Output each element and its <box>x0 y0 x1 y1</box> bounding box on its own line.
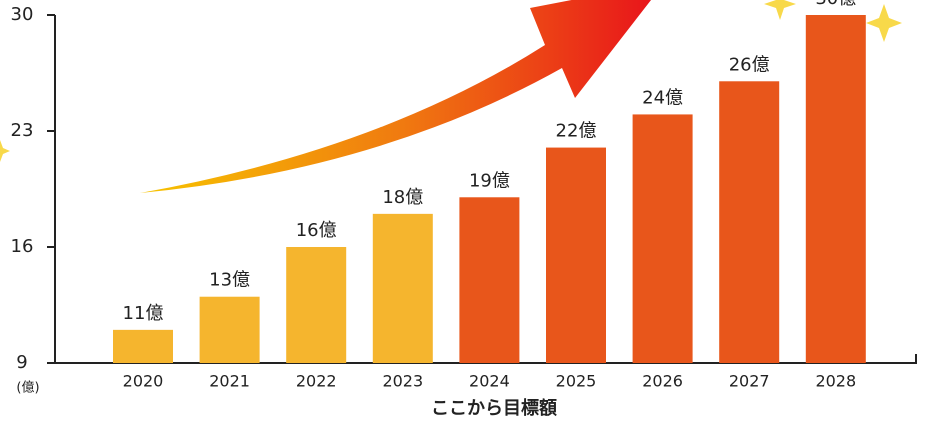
y-unit: (億) <box>16 380 39 396</box>
bar <box>113 329 173 363</box>
x-tick-label: 2025 <box>556 372 597 391</box>
x-tick-label: 2022 <box>296 372 337 391</box>
value-label: 26億 <box>729 54 770 75</box>
bar <box>286 247 347 363</box>
x-tick-label: 2023 <box>382 372 423 391</box>
value-label: 24億 <box>642 87 683 108</box>
sparkle <box>866 4 902 42</box>
value-label: 30億 <box>815 0 856 9</box>
bar <box>546 147 606 363</box>
x-tick-label: 2021 <box>209 372 250 391</box>
bar <box>805 15 866 363</box>
value-label: 22億 <box>556 121 597 142</box>
x-tick-label: 2027 <box>729 372 770 391</box>
y-tick-label: 16 <box>11 236 34 257</box>
sparkle <box>764 0 796 20</box>
value-label: 18億 <box>382 187 423 208</box>
bar <box>199 296 260 363</box>
y-tick-label: 30 <box>11 4 34 25</box>
bar <box>632 114 693 363</box>
bar <box>459 197 520 363</box>
x-tick-label: 2028 <box>815 372 856 391</box>
sparkle <box>0 140 10 162</box>
value-label: 16億 <box>296 220 337 241</box>
y-tick-label: 23 <box>11 120 34 141</box>
x-tick-label: 2024 <box>469 372 510 391</box>
y-tick-label: 9 <box>16 352 27 373</box>
x-tick-label: 2020 <box>123 372 164 391</box>
value-label: 11億 <box>123 303 164 324</box>
value-label: 19億 <box>469 170 510 191</box>
bar <box>372 213 433 363</box>
growth-arrow <box>140 0 652 193</box>
x-tick-label: 2026 <box>642 372 683 391</box>
annotation: ここから目標額 <box>431 397 557 419</box>
value-label: 13億 <box>209 270 250 291</box>
bar <box>719 81 780 364</box>
